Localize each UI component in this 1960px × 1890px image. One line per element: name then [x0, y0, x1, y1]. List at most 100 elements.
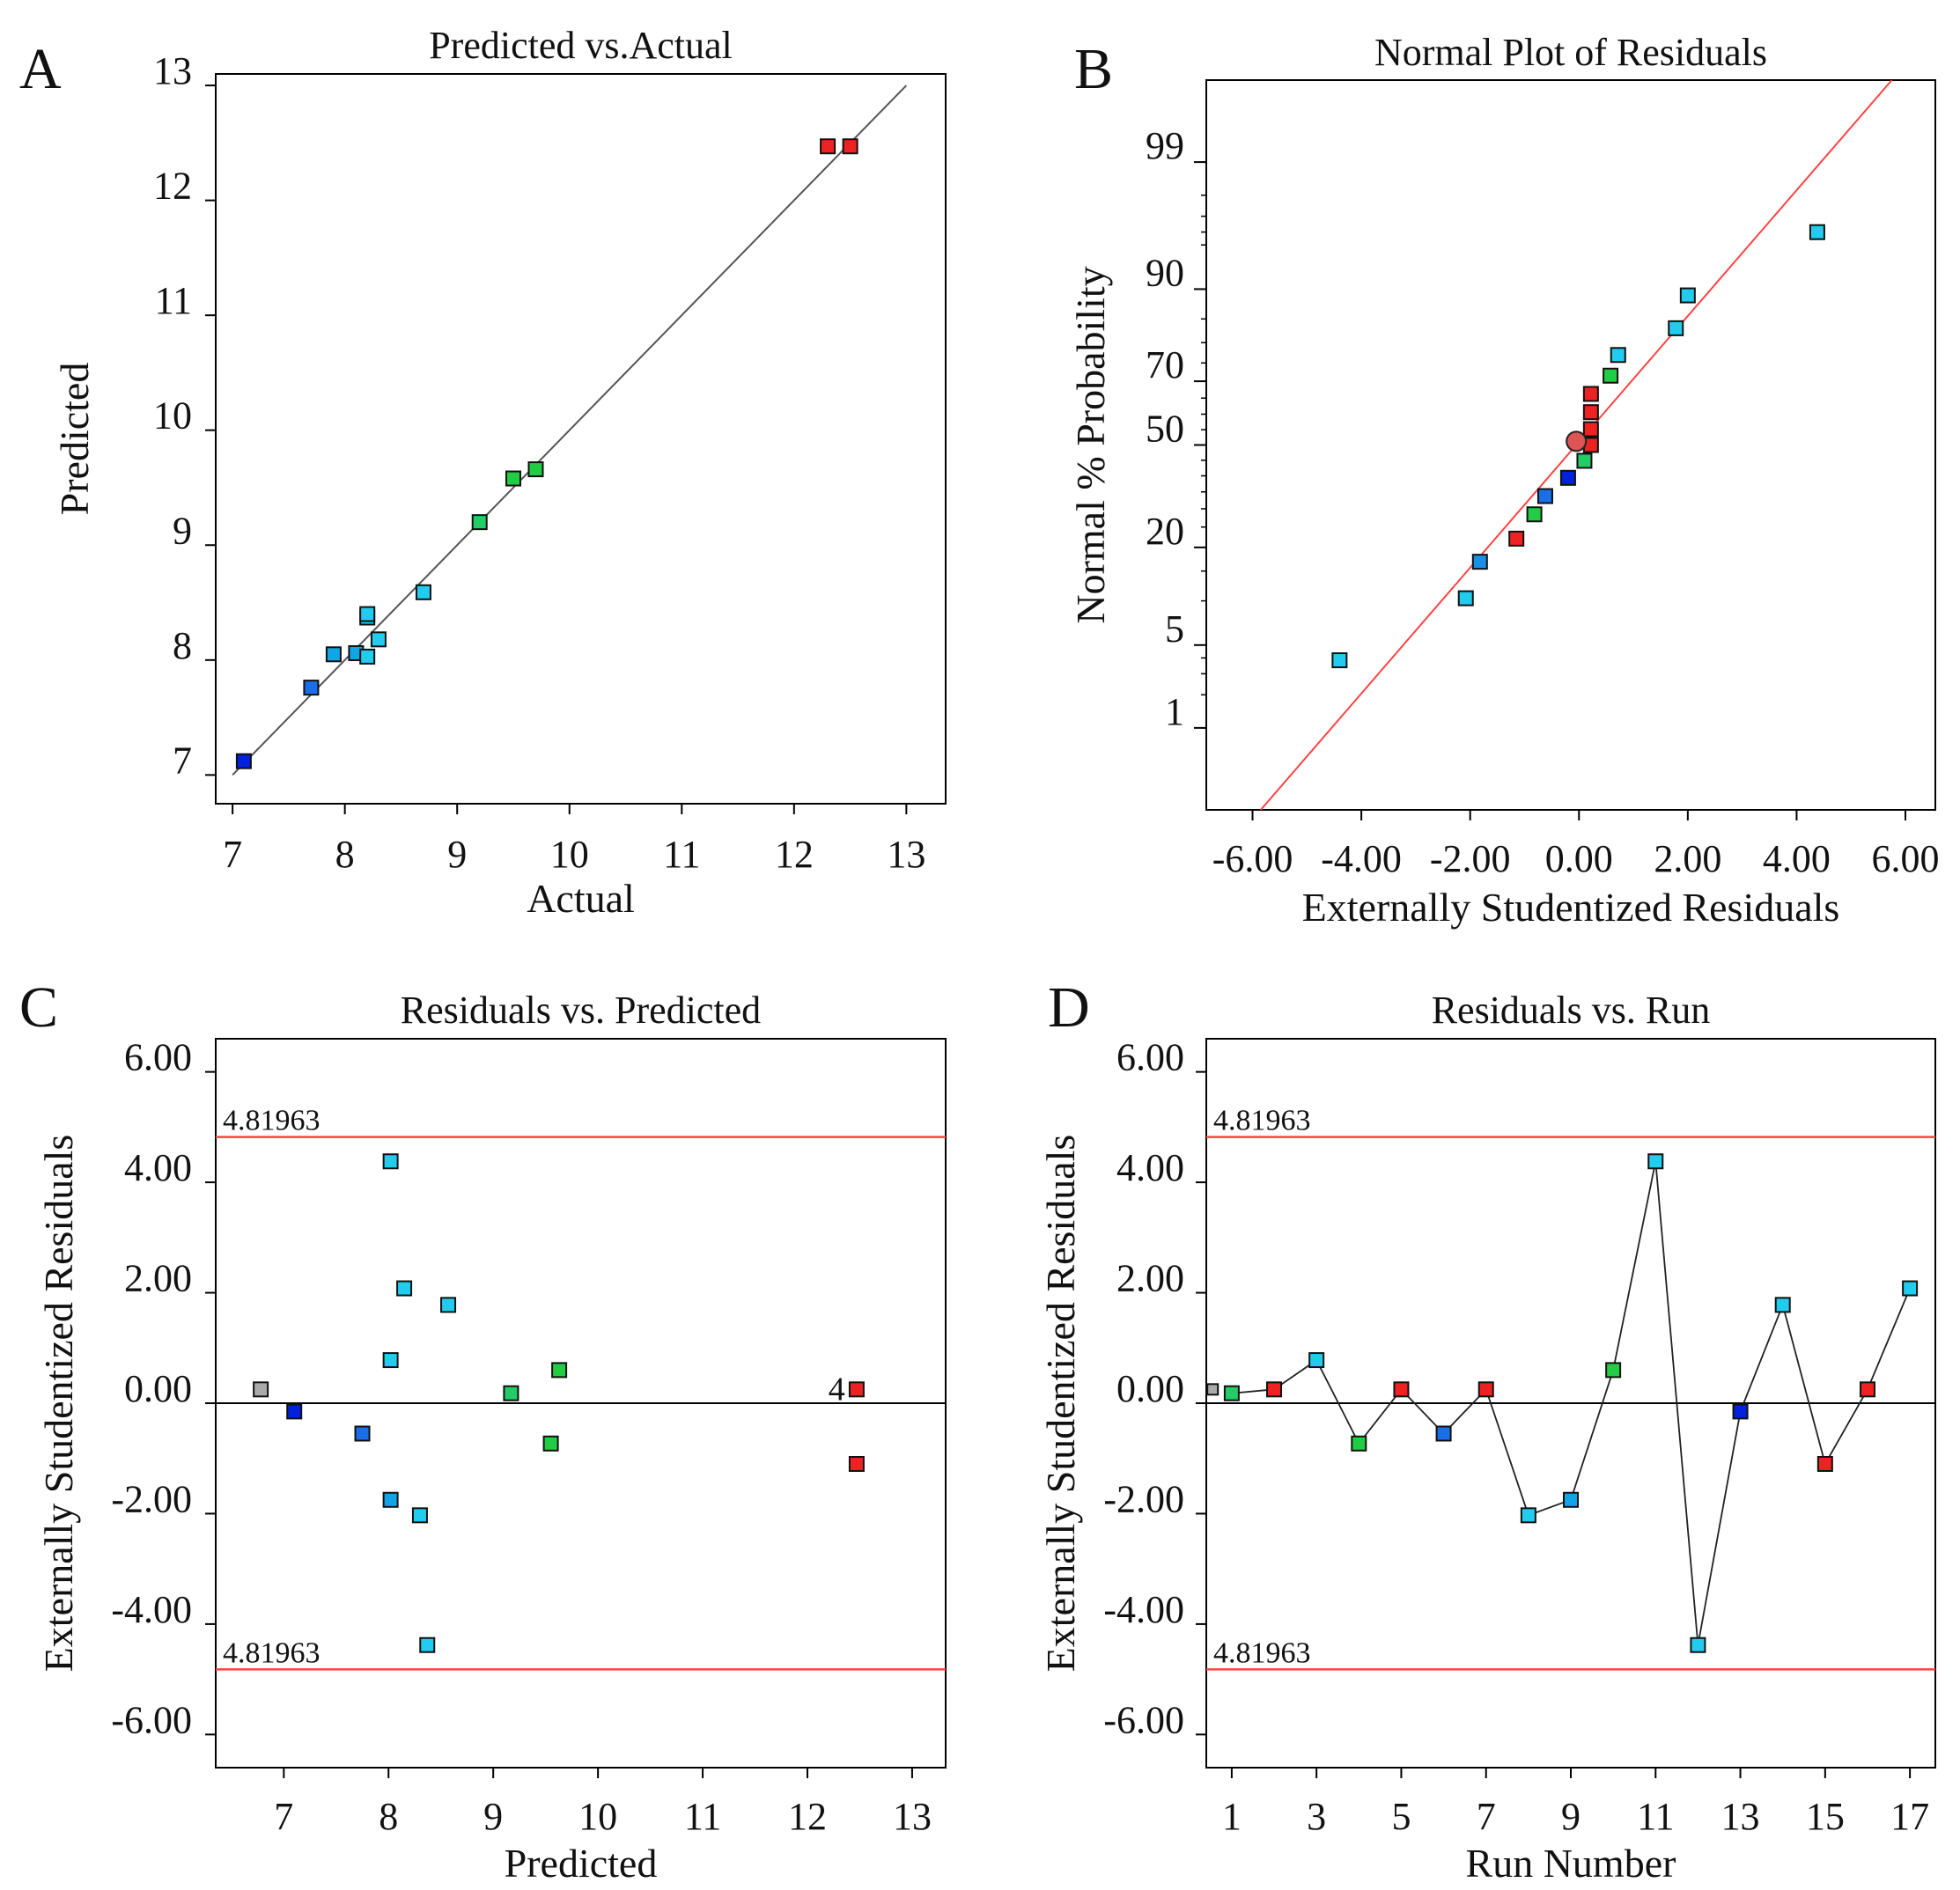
x-tick-label: 10	[578, 1795, 617, 1838]
data-point-c	[551, 1362, 568, 1379]
data-point-d	[1477, 1381, 1494, 1398]
data-point-b	[1668, 320, 1684, 336]
data-point-d	[1774, 1297, 1791, 1313]
x-tick-label: 13	[887, 833, 925, 876]
y-tick-label: 12	[153, 165, 192, 208]
data-point-a	[820, 138, 836, 155]
panel-letter-a: A	[19, 37, 62, 101]
x-tick-label: 1	[1222, 1795, 1242, 1838]
y-tick-label: 9	[173, 509, 192, 552]
x-tick-label: -6.00	[1212, 837, 1293, 880]
y-axis-label-a: Predicted	[52, 363, 97, 516]
data-point-b	[1471, 554, 1488, 570]
x-tick-label: 9	[1561, 1795, 1581, 1838]
y-tick-label: 0.00	[124, 1367, 192, 1410]
chart-title-d: Residuals vs. Run	[1432, 989, 1711, 1032]
data-point-c	[848, 1456, 865, 1472]
y-axis-label-b: Normal % Probability	[1068, 266, 1113, 623]
data-point-c	[382, 1153, 399, 1170]
data-point-c	[440, 1297, 457, 1313]
y-tick-label: -4.00	[111, 1588, 192, 1631]
point-annotation-c: 4	[829, 1371, 845, 1408]
y-tick-label: -6.00	[111, 1698, 192, 1741]
y-tick-label: 4.00	[1116, 1146, 1184, 1189]
x-tick-label: 12	[788, 1795, 827, 1838]
data-point-a	[359, 648, 376, 665]
x-axis-label-c: Predicted	[505, 1841, 658, 1886]
x-tick-label: 0.00	[1545, 837, 1613, 880]
data-point-d	[1393, 1381, 1410, 1398]
data-point-d	[1690, 1636, 1706, 1653]
data-point-b	[1582, 421, 1599, 438]
data-point-b	[1576, 452, 1593, 469]
data-point-c	[253, 1381, 269, 1398]
x-tick-label: 11	[663, 833, 700, 876]
y-axis-label-d: Externally Studentized Residuals	[1038, 1135, 1083, 1673]
reference-line-a	[232, 85, 908, 776]
x-tick-label: 9	[483, 1795, 503, 1838]
data-point-b	[1610, 347, 1626, 364]
y-tick-label: 90	[1146, 251, 1184, 294]
y-tick-label: -2.00	[1103, 1477, 1184, 1520]
x-tick-label: 7	[223, 833, 242, 876]
lower-limit-label-c: 4.81963	[223, 1636, 321, 1669]
data-point-a	[235, 753, 252, 769]
data-point-a	[527, 461, 544, 478]
panel-a: A Predicted vs.Actual 7 8 9 10 11 12 13 7 8 9 10 11 12…	[19, 24, 947, 921]
data-point-b	[1582, 404, 1599, 421]
data-point-d	[1435, 1425, 1452, 1442]
x-tick-label: 2.00	[1654, 837, 1721, 880]
x-tick-label: 5	[1391, 1795, 1411, 1838]
y-tick-label: 70	[1146, 343, 1184, 386]
data-point-b	[1526, 506, 1543, 523]
data-point-b	[1536, 488, 1553, 504]
x-tick-label: 9	[447, 833, 467, 876]
y-axis-label-c: Externally Studentized Residuals	[36, 1135, 81, 1673]
data-point-c	[411, 1507, 428, 1524]
chart-title-c: Residuals vs. Predicted	[401, 989, 761, 1032]
y-tick-label: 6.00	[124, 1036, 192, 1079]
data-point-b	[1809, 224, 1825, 240]
data-point-c	[382, 1352, 399, 1369]
x-tick-label: 11	[684, 1795, 721, 1838]
x-tick-label: 10	[550, 833, 589, 876]
data-point-d	[1647, 1153, 1664, 1170]
data-point-a	[370, 631, 387, 648]
data-point-b	[1559, 469, 1576, 486]
x-axis-label-b: Externally Studentized Residuals	[1302, 885, 1840, 930]
data-point-d	[1732, 1403, 1749, 1420]
panel-c: C Residuals vs. Predicted 7 8 9 10 11 12 13 -6.00…	[19, 975, 947, 1886]
y-tick-label: -2.00	[111, 1477, 192, 1520]
x-axis-label-d: Run Number	[1466, 1841, 1676, 1886]
y-tick-label: 20	[1146, 510, 1184, 553]
y-tick-label: 6.00	[1116, 1036, 1184, 1079]
chart-title-b: Normal Plot of Residuals	[1374, 31, 1767, 74]
upper-limit-label-d: 4.81963	[1213, 1105, 1311, 1137]
x-tick-label: 4.00	[1763, 837, 1831, 880]
data-point-d	[1520, 1507, 1536, 1524]
data-point-a	[303, 680, 320, 696]
data-point-c	[354, 1425, 371, 1442]
y-tick-label: -4.00	[1103, 1588, 1184, 1631]
y-tick-label: 8	[173, 624, 192, 667]
y-tick-label: 2.00	[124, 1257, 192, 1300]
data-point-d	[1351, 1435, 1367, 1452]
data-point-c	[503, 1385, 519, 1401]
y-tick-label: 0.00	[1116, 1367, 1184, 1410]
x-tick-label: 7	[1477, 1795, 1496, 1838]
data-point-d	[1206, 1383, 1219, 1396]
data-point-a	[359, 606, 376, 622]
data-point-a	[415, 584, 431, 600]
data-point-a	[325, 646, 342, 663]
data-point-b	[1331, 652, 1348, 669]
data-point-b	[1508, 530, 1525, 547]
data-point-c	[286, 1403, 303, 1420]
x-tick-label: 8	[379, 1795, 398, 1838]
data-point-d	[1816, 1456, 1833, 1472]
y-tick-label: 4.00	[124, 1146, 192, 1189]
panel-letter-d: D	[1048, 975, 1090, 1040]
y-tick-label: 10	[153, 394, 192, 438]
data-point-d	[1563, 1491, 1579, 1508]
